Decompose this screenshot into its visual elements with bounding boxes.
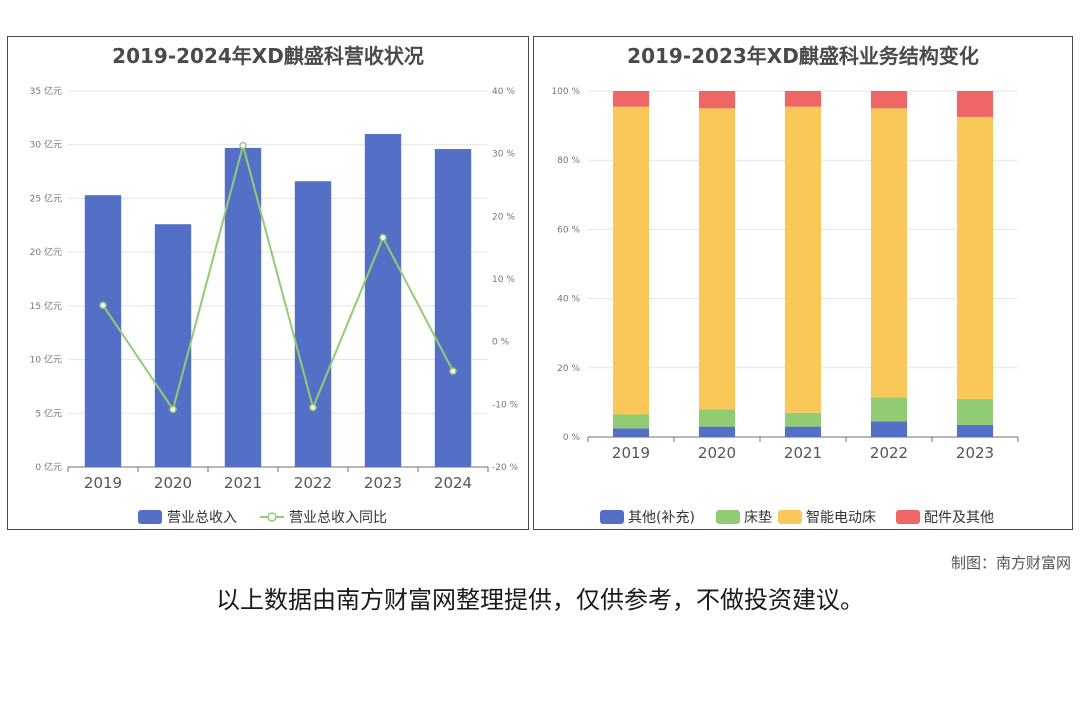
y-right-tick-label: 40 % [492,87,515,97]
y-right-tick-label: 0 % [492,338,510,348]
x-tick-label: 2020 [154,474,192,492]
x-tick-label: 2019 [84,474,122,492]
stacked-segment [698,409,736,427]
legend-label-yoy: 营业总收入同比 [289,510,387,526]
y-tick-label: 0 % [563,433,581,443]
disclaimer-text: 以上数据由南方财富网整理提供，仅供参考，不做投资建议。 [216,586,864,614]
x-tick-label: 2021 [224,474,262,492]
structure-chart-panel: 2019-2023年XD麒盛科业务结构变化 0 % 20 % 40 % 60 % 80 … [533,36,1073,530]
legend-label: 智能电动床 [806,510,876,526]
stacked-segment [870,91,908,109]
y-left-tick-label: 0 亿元 [35,461,62,473]
revenue-chart-svg: 0 亿元 5 亿元 10 亿元 15 亿元 20 亿元 25 亿元 30 亿元 35 亿元 -2… [30,85,519,526]
stacked-segment [956,91,994,117]
revenue-bar [84,195,122,467]
revenue-bar [364,133,402,467]
y-tick-label: 80 % [557,156,580,166]
stacked-segment [698,426,736,437]
x-tick-label: 2024 [434,474,472,492]
x-tick-label: 2021 [784,444,822,462]
y-left-tick-label: 35 亿元 [30,85,62,97]
y-tick-label: 40 % [557,295,580,305]
y-tick-label: 60 % [557,225,580,235]
yoy-point [239,141,247,150]
x-tick-label: 2022 [870,444,908,462]
legend-label: 其他(补充) [628,510,695,526]
x-tick-label: 2022 [294,474,332,492]
legend-swatch [600,510,624,524]
legend-label-revenue: 营业总收入 [167,510,237,526]
structure-chart-title: 2019-2023年XD麒盛科业务结构变化 [627,44,979,68]
stacked-segment [784,106,822,413]
y-tick-label: 20 % [557,364,580,374]
x-tick-label: 2020 [698,444,736,462]
stacked-segment [870,397,908,422]
legend-label: 配件及其他 [924,510,994,526]
yoy-line [102,141,454,412]
stacked-segment [956,398,994,425]
x-tick-label: 2019 [612,444,650,462]
yoy-point [309,403,317,412]
legend-swatch-yoy-marker [267,512,277,522]
stacked-segment [956,424,994,437]
stacked-segment [784,412,822,427]
structure-chart-svg: 0 % 20 % 40 % 60 % 80 % 100 % 2019 2020 2021 2022… [551,87,1019,526]
legend-swatch [896,510,920,524]
y-right-tick-label: 20 % [492,212,515,222]
stacked-segment [870,108,908,398]
legend-swatch [716,510,740,524]
y-right-tick-label: 10 % [492,275,515,285]
legend-swatch [778,510,802,524]
legend-label: 床垫 [744,510,772,526]
revenue-bar [294,181,332,468]
x-tick-label: 2023 [364,474,402,492]
revenue-bar [434,149,472,468]
yoy-point [449,367,457,375]
yoy-point [379,233,387,242]
stacked-segment [698,108,736,410]
y-right-tick-label: 30 % [492,150,515,160]
yoy-point [169,405,177,414]
stacked-segment [612,106,650,415]
revenue-bar [224,147,262,467]
stacked-segment [698,91,736,109]
stacked-segment [784,426,822,437]
y-tick-label: 100 % [551,87,580,97]
stacked-segment [956,116,994,399]
y-right-tick-label: -10 % [492,400,519,410]
y-right-tick-label: -20 % [492,463,519,473]
yoy-point [99,301,107,310]
stacked-segment [612,428,650,437]
chart-credit: 制图：南方财富网 [950,554,1071,572]
revenue-chart-panel: 2019-2024年XD麒盛科营收状况 0 亿元 5 亿元 10 亿元 15 亿元 20… [7,36,529,530]
stacked-segment [612,91,650,107]
y-left-tick-label: 15 亿元 [30,300,62,312]
revenue-bar [154,224,192,467]
x-tick-label: 2023 [956,444,994,462]
y-left-tick-label: 20 亿元 [30,246,62,258]
stacked-segment [870,421,908,437]
y-left-tick-label: 10 亿元 [30,354,62,366]
stacked-segment [784,91,822,107]
legend-swatch-revenue [138,510,162,524]
stacked-segment [612,414,650,429]
y-left-tick-label: 5 亿元 [35,407,62,419]
y-left-tick-label: 30 亿元 [30,139,62,151]
y-left-tick-label: 25 亿元 [30,192,62,204]
revenue-chart-title: 2019-2024年XD麒盛科营收状况 [112,44,424,68]
